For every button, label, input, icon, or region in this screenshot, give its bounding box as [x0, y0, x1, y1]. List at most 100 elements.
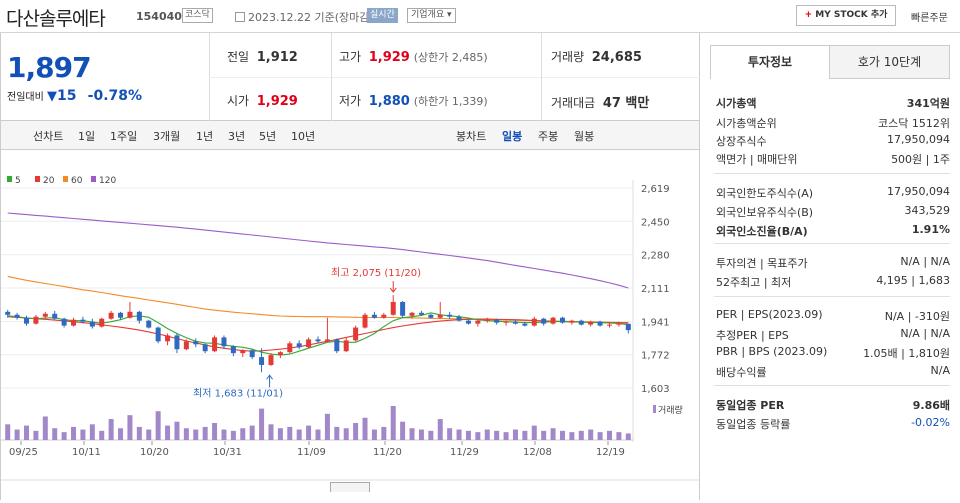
x-tick-label: 12/19	[596, 447, 625, 458]
candle-body	[597, 321, 603, 326]
volume-bar	[249, 425, 255, 440]
volume-bar	[61, 432, 67, 440]
volume-bar	[437, 419, 443, 440]
realtime-button[interactable]: 실시간	[367, 8, 398, 23]
volume-bar	[183, 428, 189, 440]
candle-daily[interactable]: 일봉	[502, 130, 523, 143]
info-value: 17,950,094	[887, 185, 950, 198]
candle-monthly[interactable]: 월봉	[574, 130, 595, 143]
amount-cell: 거래대금 47 백만	[551, 92, 649, 111]
info-value: N/A | N/A	[900, 255, 950, 268]
volume-bar	[127, 415, 133, 440]
volume-bar	[606, 430, 612, 440]
info-key: 시가총액	[716, 97, 757, 110]
info-key: 외국인보유주식수(B)	[716, 206, 814, 219]
info-key: 추정PER | EPS	[716, 329, 789, 342]
info-value: 9.86배	[912, 399, 950, 412]
y-tick-label: 2,111	[641, 284, 670, 295]
x-tick-label: 12/08	[523, 447, 552, 458]
period-1d[interactable]: 1일	[78, 130, 96, 143]
tab-investment-info[interactable]: 투자정보	[710, 45, 830, 79]
candle-body	[371, 314, 377, 318]
candle-body	[465, 320, 471, 324]
prev-close-value: 1,912	[256, 50, 298, 65]
candle-body	[353, 327, 359, 341]
add-mystock-button[interactable]: + MY STOCK 추가	[796, 5, 896, 26]
info-value: 4,195 | 1,683	[876, 274, 950, 287]
volume-bar	[296, 429, 302, 440]
prev-close-label: 전일	[227, 50, 250, 64]
open-value: 1,929	[256, 94, 298, 109]
info-value: 500원 | 1주	[891, 153, 950, 166]
info-tabs: 투자정보 호가 10단계	[710, 45, 950, 79]
period-1y[interactable]: 1년	[196, 130, 214, 143]
volume-bar	[550, 428, 556, 440]
tab-orderbook[interactable]: 호가 10단계	[829, 45, 950, 79]
period-3m[interactable]: 3개월	[153, 130, 181, 143]
open-cell: 시가 1,929	[227, 92, 298, 109]
volume-bar	[24, 425, 30, 440]
change-amount: 15	[57, 88, 77, 104]
investment-info-panel: 투자정보 호가 10단계 시가총액 341억원 시가총액순위 코스닥 1512위 상장주…	[710, 45, 953, 495]
candle-body	[324, 339, 330, 342]
ma-line-ma60	[7, 275, 629, 324]
candle-body	[512, 321, 518, 324]
volume-bar	[559, 430, 565, 440]
stock-header: 다산솔루에타 154040 코스닥 2023.12.22 기준(장마감) 실시간…	[0, 0, 960, 33]
price-summary: 1,897 전일대비 ▼15 -0.78% 전일 1,912 고가 1,929 …	[0, 33, 700, 121]
candle-body	[541, 318, 547, 324]
candle-body	[33, 316, 39, 324]
high-arrow-head	[389, 287, 397, 293]
candle-body	[230, 346, 236, 354]
volume-bar	[484, 429, 490, 440]
high-annotation: 최고 2,075 (11/20)	[331, 267, 421, 279]
volume-bar	[390, 406, 396, 440]
candle-body	[559, 317, 565, 323]
volume-legend-swatch	[653, 405, 656, 413]
volume-bar	[315, 429, 321, 440]
volume-bar	[174, 421, 180, 440]
period-1w[interactable]: 1주일	[110, 130, 138, 143]
period-5y[interactable]: 5년	[259, 130, 277, 143]
price-chart[interactable]: 5 20 60 120 2,619 2,450 2,280 2,111 1,941 1,772 1,…	[0, 150, 700, 500]
candle-body	[136, 311, 142, 321]
low-cell: 저가 1,880 (하한가 1,339)	[339, 92, 488, 109]
info-divider	[714, 296, 950, 297]
corp-overview-dropdown[interactable]: 기업개요 ▾	[407, 8, 456, 23]
divider	[331, 33, 332, 121]
low-label: 저가	[339, 94, 362, 108]
info-value: 17,950,094	[887, 133, 950, 146]
info-divider	[714, 173, 950, 174]
volume-cell: 거래량 24,685	[551, 48, 642, 65]
candle-weekly[interactable]: 주봉	[538, 130, 559, 143]
chart-resize-handle[interactable]	[330, 482, 370, 492]
info-value: 코스닥 1512위	[878, 117, 950, 130]
current-price: 1,897	[7, 51, 92, 84]
ma-line-ma120	[7, 212, 629, 289]
quick-order-link[interactable]: 빠른주문	[911, 13, 948, 24]
candle-body	[5, 311, 11, 315]
candle-body	[61, 318, 67, 326]
candle-body	[71, 319, 77, 326]
chart-canvas: 5 20 60 120 2,619 2,450 2,280 2,111 1,941 1,772 1,…	[1, 176, 699, 481]
info-key: 시가총액순위	[716, 117, 777, 130]
volume-bar	[531, 425, 537, 440]
price-change: 전일대비 ▼15 -0.78%	[7, 88, 142, 104]
info-key: 동일업종 PER	[716, 399, 785, 412]
period-10y[interactable]: 10년	[291, 130, 316, 143]
candle-body	[127, 311, 133, 318]
candle-body	[80, 319, 86, 322]
volume-bar	[400, 421, 406, 440]
legend-label: 120	[99, 176, 116, 186]
candle-body	[418, 312, 424, 315]
candle-body	[578, 320, 584, 325]
volume-bar	[428, 430, 434, 440]
legend-swatch	[35, 176, 40, 182]
legend-label: 20	[43, 176, 55, 186]
candle-body	[315, 339, 321, 342]
y-tick-label: 1,772	[641, 351, 670, 362]
candle-body	[588, 321, 594, 325]
candle-body	[118, 312, 124, 318]
candle-body	[475, 320, 481, 324]
period-3y[interactable]: 3년	[228, 130, 246, 143]
